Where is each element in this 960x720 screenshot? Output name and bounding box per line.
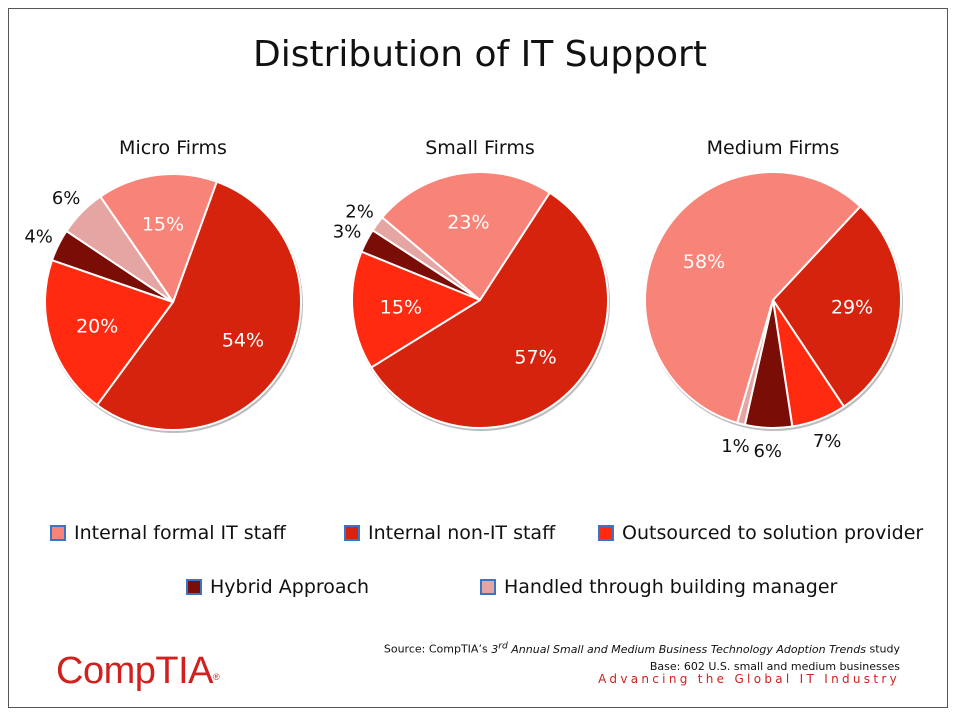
legend-label: Internal formal IT staff [74, 522, 286, 544]
legend-item-building-manager: Handled through building manager [480, 576, 837, 598]
legend-swatch [480, 579, 496, 595]
pie-label-micro-firms-internal-non-it-staff: 54% [222, 329, 264, 351]
legend-item-hybrid: Hybrid Approach [186, 576, 369, 598]
pie-label-small-firms-internal-formal-it-staff: 23% [447, 211, 489, 233]
legend-swatch [186, 579, 202, 595]
pie-label-micro-firms-hybrid-approach: 4% [24, 226, 53, 247]
page-title: Distribution of IT Support [253, 34, 707, 75]
legend-label: Internal non-IT staff [368, 522, 556, 544]
pie-label-small-firms-internal-non-it-staff: 57% [514, 347, 556, 369]
pie-label-small-firms-handled-through-building-manager: 2% [345, 202, 374, 223]
pie-title-medium-firms: Medium Firms [707, 137, 840, 159]
tagline: Advancing the Global IT Industry [598, 672, 900, 686]
source-line-1: Source: CompTIA’s 3rd Annual Small and M… [383, 640, 900, 656]
comptia-logo: CompTIA® [56, 650, 220, 692]
pie-label-micro-firms-handled-through-building-manager: 6% [52, 188, 81, 209]
legend-label: Outsourced to solution provider [622, 522, 924, 544]
pie-label-medium-firms-internal-non-it-staff: 29% [831, 296, 873, 318]
legend-label: Hybrid Approach [210, 576, 370, 598]
pie-label-medium-firms-outsourced-to-solution-provider: 7% [813, 431, 842, 452]
pie-title-small-firms: Small Firms [425, 137, 535, 159]
pie-slice-small-firms-internal-non-it-staff [370, 191, 609, 429]
pie-label-small-firms-hybrid-approach: 3% [333, 222, 362, 243]
pie-label-medium-firms-handled-through-building-manager: 1% [721, 436, 750, 457]
pie-slice-micro-firms-internal-formal-it-staff [99, 173, 218, 303]
pie-label-medium-firms-internal-formal-it-staff: 58% [683, 251, 725, 273]
legend-item-internal-formal: Internal formal IT staff [50, 522, 286, 544]
source-note: Source: CompTIA’s 3rd Annual Small and M… [384, 637, 900, 675]
pie-slice-medium-firms-internal-formal-it-staff [644, 171, 862, 424]
pie-label-micro-firms-internal-formal-it-staff: 15% [142, 213, 184, 235]
source-line-2: Base: 602 U.S. small and medium business… [649, 659, 900, 673]
legend-swatch [344, 525, 360, 541]
legend-item-outsourced: Outsourced to solution provider [598, 522, 923, 544]
pie-label-micro-firms-outsourced-to-solution-provider: 20% [76, 316, 118, 338]
pie-slice-small-firms-internal-formal-it-staff [381, 171, 551, 301]
pie-slice-medium-firms-internal-non-it-staff [772, 205, 902, 408]
pie-slice-small-firms-outsourced-to-solution-provider [351, 250, 481, 369]
pie-slice-micro-firms-outsourced-to-solution-provider [44, 259, 174, 407]
pie-label-medium-firms-hybrid-approach: 6% [753, 441, 782, 462]
pie-title-micro-firms: Micro Firms [119, 137, 227, 159]
pie-label-small-firms-outsourced-to-solution-provider: 15% [380, 297, 422, 319]
legend-label: Handled through building manager [504, 576, 838, 598]
legend-swatch [50, 525, 66, 541]
pie-charts: Micro Firms 54% 20% 4% 6% 15% Small Firms 57% 15… [24, 137, 903, 462]
pie-slice-micro-firms-internal-non-it-staff [96, 180, 302, 431]
legend-swatch [598, 525, 614, 541]
legend-item-internal-non-it: Internal non-IT staff [344, 522, 555, 544]
